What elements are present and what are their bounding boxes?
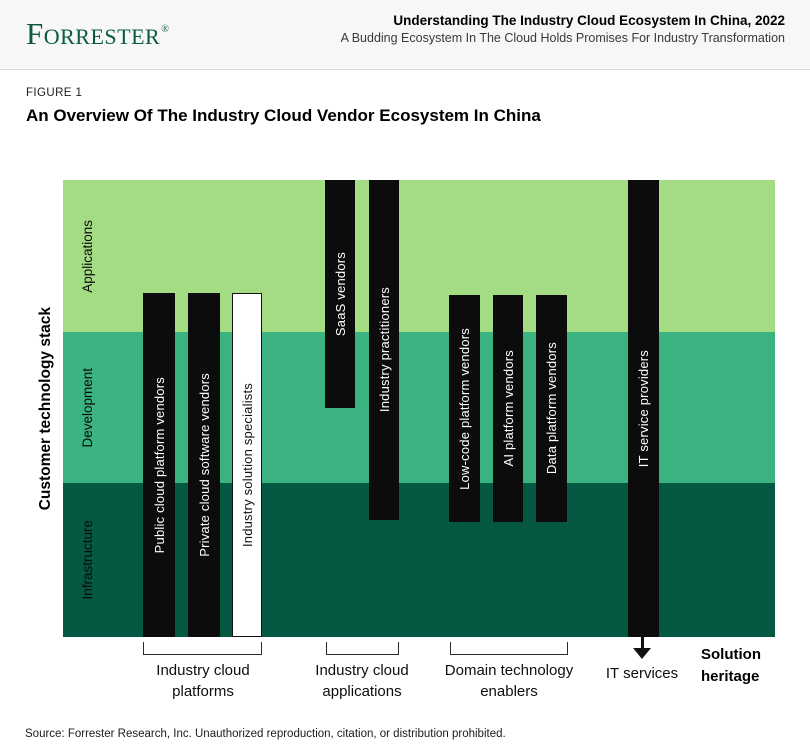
vendor-bar-public-cloud-platform: Public cloud platform vendors xyxy=(143,293,175,637)
figure-title: An Overview Of The Industry Cloud Vendor… xyxy=(26,106,541,125)
vendor-bar-saas: SaaS vendors xyxy=(325,180,355,408)
group-label-it-services: IT services xyxy=(605,665,679,682)
y-axis-label: Customer technology stack xyxy=(34,180,58,637)
vendor-bar-private-cloud-software: Private cloud software vendors xyxy=(188,293,220,637)
forrester-logo: Forrester® xyxy=(26,16,170,57)
report-subtitle: A Budding Ecosystem In The Cloud Holds P… xyxy=(340,31,785,45)
report-title: Understanding The Industry Cloud Ecosyst… xyxy=(393,13,785,28)
report-header: Forrester® Understanding The Industry Cl… xyxy=(0,0,810,70)
vendor-bar-ai-platform: AI platform vendors xyxy=(493,295,523,522)
bracket-industry-cloud-platforms xyxy=(143,642,262,655)
group-label-industry-cloud-platforms: Industry cloud platforms xyxy=(156,662,250,700)
band-development-label: Development xyxy=(79,367,95,448)
group-label-industry-cloud-applications: Industry cloud applications xyxy=(315,662,409,700)
vendor-bar-data-platform: Data platform vendors xyxy=(536,295,567,522)
registered-trademark-icon: ® xyxy=(161,24,170,35)
down-arrow-head-icon xyxy=(633,648,651,659)
vendor-bar-industry-practitioners: Industry practitioners xyxy=(369,180,399,520)
vendor-bar-it-service-providers: IT service providers xyxy=(628,180,659,637)
down-arrow-icon xyxy=(641,637,644,649)
vendor-bar-low-code-platform: Low-code platform vendors xyxy=(449,295,480,522)
bracket-domain-technology-enablers xyxy=(450,642,568,655)
bracket-industry-cloud-applications xyxy=(326,642,399,655)
band-infrastructure-label: Infrastructure xyxy=(79,520,95,600)
source-note: Source: Forrester Research, Inc. Unautho… xyxy=(25,728,506,740)
report-title-block: Understanding The Industry Cloud Ecosyst… xyxy=(341,12,785,47)
forrester-logo-text: Forrester xyxy=(26,16,161,51)
vendor-bar-industry-solution-specialists: Industry solution specialists xyxy=(232,293,262,637)
group-label-domain-technology-enablers: Domain technology enablers xyxy=(444,662,574,700)
stack-diagram: Applications Development Infrastructure … xyxy=(63,180,775,637)
band-applications-label: Applications xyxy=(79,219,95,293)
figure-label: FIGURE 1 xyxy=(26,87,83,99)
y-axis-label-text: Customer technology stack xyxy=(37,306,54,511)
x-axis-label: Solution heritage xyxy=(701,646,761,685)
